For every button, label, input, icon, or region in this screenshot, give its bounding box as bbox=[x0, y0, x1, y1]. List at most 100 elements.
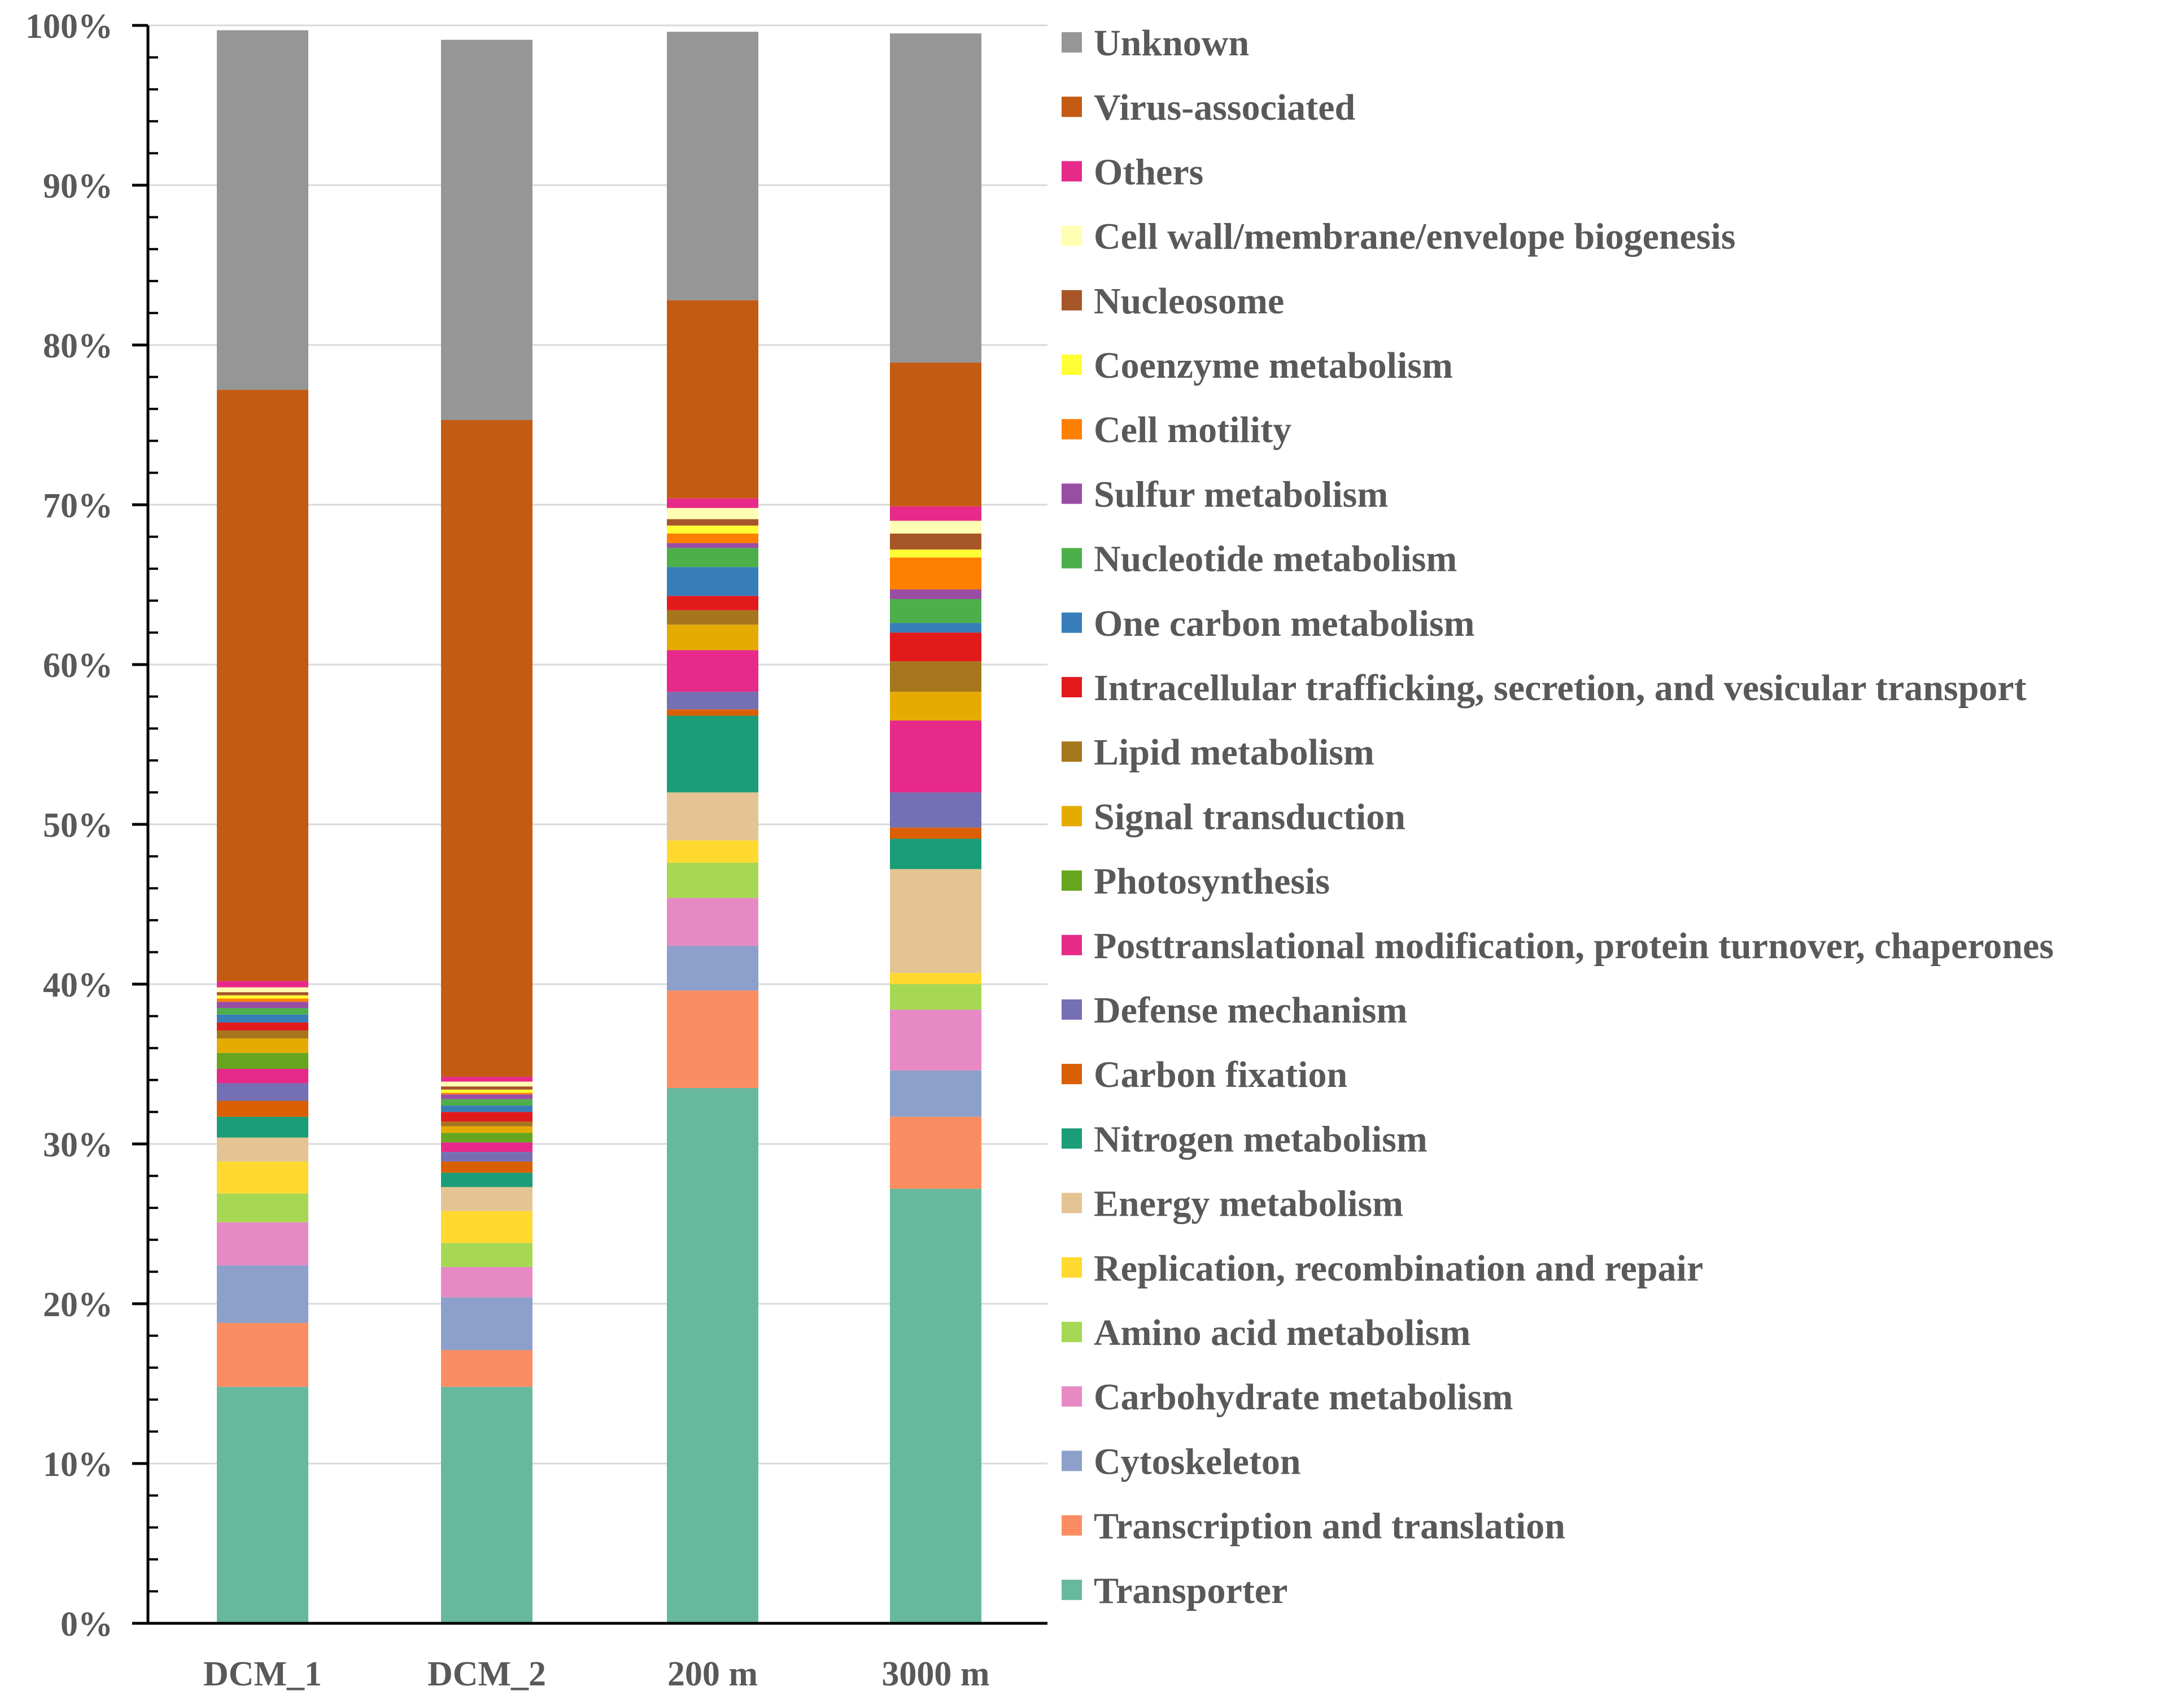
bar-segment-3000-m-coenzyme-metabolism bbox=[890, 549, 981, 558]
bar-segment-200-m-coenzyme-metabolism bbox=[667, 525, 758, 534]
bar-segment-200-m-one-carbon-metabolism bbox=[667, 567, 758, 596]
bar-segment-3000-m-lipid-metabolism bbox=[890, 661, 981, 692]
legend-label-virus-associated: Virus-associated bbox=[1094, 87, 1355, 128]
y-tick-label-0: 0% bbox=[60, 1605, 113, 1644]
bar-segment-dcm-2-transporter bbox=[441, 1387, 532, 1623]
bar-segment-dcm-1-others bbox=[217, 981, 308, 988]
bar-segment-3000-m-defense-mechanism bbox=[890, 792, 981, 828]
bar-segment-200-m-carbon-fixation bbox=[667, 709, 758, 716]
legend-swatch-nucleotide-metabolism bbox=[1062, 548, 1082, 569]
bar-segment-200-m-nitrogen-metabolism bbox=[667, 715, 758, 793]
legend-label-energy-metabolism: Energy metabolism bbox=[1094, 1183, 1403, 1225]
bar-segment-dcm-1-lipid-metabolism bbox=[217, 1030, 308, 1039]
legend-swatch-one-carbon-metabolism bbox=[1062, 612, 1082, 633]
bar-segment-dcm-1-transcription-and-translation bbox=[217, 1322, 308, 1387]
bar-segment-200-m-posttranslational-modification-protein-turnover-chaperones bbox=[667, 650, 758, 692]
legend-label-defense-mechanism: Defense mechanism bbox=[1094, 990, 1407, 1031]
legend-label-signal-transduction: Signal transduction bbox=[1094, 796, 1405, 837]
x-category-label-dcm-1: DCM_1 bbox=[203, 1655, 322, 1693]
legend-swatch-cell-wall-membrane-envelope-biogenesis bbox=[1062, 225, 1082, 246]
y-tick-label-40: 40% bbox=[43, 966, 113, 1004]
bar-segment-3000-m-replication-recombination-and-repair bbox=[890, 973, 981, 984]
legend-label-one-carbon-metabolism: One carbon metabolism bbox=[1094, 603, 1475, 644]
bar-segment-200-m-transcription-and-translation bbox=[667, 990, 758, 1088]
legend-swatch-replication-recombination-and-repair bbox=[1062, 1257, 1082, 1278]
bar-segment-dcm-1-replication-recombination-and-repair bbox=[217, 1161, 308, 1194]
bar-segment-200-m-lipid-metabolism bbox=[667, 610, 758, 625]
legend-swatch-nucleosome bbox=[1062, 290, 1082, 311]
legend-label-others: Others bbox=[1094, 151, 1203, 193]
legend-swatch-defense-mechanism bbox=[1062, 999, 1082, 1020]
bar-segment-dcm-1-virus-associated bbox=[217, 390, 308, 981]
legend-label-photosynthesis: Photosynthesis bbox=[1094, 861, 1330, 902]
bar-segment-200-m-cell-motility bbox=[667, 533, 758, 543]
bar-segment-dcm-2-amino-acid-metabolism bbox=[441, 1243, 532, 1267]
legend-label-posttranslational-modification-protein-turnover-chaperones: Posttranslational modification, protein … bbox=[1094, 925, 2054, 967]
bar-segment-dcm-2-lipid-metabolism bbox=[441, 1121, 532, 1126]
bar-segment-dcm-2-signal-transduction bbox=[441, 1126, 532, 1133]
x-category-label-200-m: 200 m bbox=[667, 1655, 758, 1693]
legend-label-transcription-and-translation: Transcription and translation bbox=[1094, 1506, 1565, 1547]
legend-label-lipid-metabolism: Lipid metabolism bbox=[1094, 732, 1374, 773]
y-tick-label-100: 100% bbox=[25, 7, 113, 46]
bar-segment-dcm-1-nucleosome bbox=[217, 992, 308, 995]
bar-segment-200-m-unknown bbox=[667, 32, 758, 300]
bar-segment-dcm-1-energy-metabolism bbox=[217, 1137, 308, 1162]
bar-segment-3000-m-others bbox=[890, 506, 981, 521]
y-tick-label-20: 20% bbox=[43, 1286, 113, 1324]
legend-swatch-coenzyme-metabolism bbox=[1062, 355, 1082, 375]
legend-swatch-posttranslational-modification-protein-turnover-chaperones bbox=[1062, 934, 1082, 955]
x-category-label-3000-m: 3000 m bbox=[881, 1655, 989, 1693]
legend-label-nitrogen-metabolism: Nitrogen metabolism bbox=[1094, 1119, 1427, 1160]
bar-segment-dcm-1-cytoskeleton bbox=[217, 1265, 308, 1323]
y-tick-label-80: 80% bbox=[43, 327, 113, 365]
bar-segment-200-m-amino-acid-metabolism bbox=[667, 862, 758, 898]
bar-segment-200-m-others bbox=[667, 498, 758, 508]
legend-label-nucleosome: Nucleosome bbox=[1094, 281, 1284, 322]
legend-label-intracellular-trafficking-secretion-and-vesicular-transport: Intracellular trafficking, secretion, an… bbox=[1094, 667, 2027, 709]
bar-segment-3000-m-nitrogen-metabolism bbox=[890, 838, 981, 870]
bar-segment-200-m-nucleosome bbox=[667, 519, 758, 526]
bar-segment-dcm-1-signal-transduction bbox=[217, 1038, 308, 1053]
bar-segment-dcm-2-cell-motility bbox=[441, 1093, 532, 1095]
legend: Unknown Virus-associated Others Cell wall/m… bbox=[1062, 23, 2054, 1611]
legend-label-transporter: Transporter bbox=[1094, 1570, 1287, 1611]
bar-segment-dcm-2-nitrogen-metabolism bbox=[441, 1172, 532, 1187]
bar-segment-dcm-2-transcription-and-translation bbox=[441, 1350, 532, 1387]
bar-segment-dcm-1-coenzyme-metabolism bbox=[217, 995, 308, 999]
legend-swatch-energy-metabolism bbox=[1062, 1192, 1082, 1213]
bar-segment-dcm-1-one-carbon-metabolism bbox=[217, 1014, 308, 1023]
legend-label-nucleotide-metabolism: Nucleotide metabolism bbox=[1094, 539, 1457, 580]
bar-segment-dcm-2-intracellular-trafficking-secretion-and-vesicular-transport bbox=[441, 1112, 532, 1122]
bar-segment-3000-m-transporter bbox=[890, 1189, 981, 1623]
bar-segment-dcm-2-carbon-fixation bbox=[441, 1161, 532, 1173]
bar-segment-200-m-intracellular-trafficking-secretion-and-vesicular-transport bbox=[667, 596, 758, 610]
bar-segment-200-m-nucleotide-metabolism bbox=[667, 548, 758, 567]
bar-segment-3000-m-cell-motility bbox=[890, 557, 981, 589]
legend-swatch-lipid-metabolism bbox=[1062, 741, 1082, 762]
legend-label-coenzyme-metabolism: Coenzyme metabolism bbox=[1094, 345, 1453, 386]
bar-segment-3000-m-posttranslational-modification-protein-turnover-chaperones bbox=[890, 720, 981, 793]
bar-segment-3000-m-carbon-fixation bbox=[890, 827, 981, 839]
bar-segment-dcm-1-photosynthesis bbox=[217, 1052, 308, 1069]
bar-segment-3000-m-sulfur-metabolism bbox=[890, 589, 981, 599]
bar-segment-dcm-1-defense-mechanism bbox=[217, 1083, 308, 1101]
bar-segment-3000-m-intracellular-trafficking-secretion-and-vesicular-transport bbox=[890, 632, 981, 662]
bar-segment-dcm-2-others bbox=[441, 1077, 532, 1082]
bar-segment-dcm-2-nucleotide-metabolism bbox=[441, 1099, 532, 1106]
bar-segment-200-m-energy-metabolism bbox=[667, 792, 758, 841]
bar-segment-dcm-2-cell-wall-membrane-envelope-biogenesis bbox=[441, 1081, 532, 1087]
bar-segment-dcm-1-posttranslational-modification-protein-turnover-chaperones bbox=[217, 1068, 308, 1084]
y-tick-label-60: 60% bbox=[43, 646, 113, 685]
legend-label-cytoskeleton: Cytoskeleton bbox=[1094, 1441, 1301, 1482]
bar-segment-dcm-1-unknown bbox=[217, 30, 308, 390]
bar-segment-dcm-2-energy-metabolism bbox=[441, 1187, 532, 1211]
bar-segment-3000-m-transcription-and-translation bbox=[890, 1116, 981, 1189]
legend-swatch-unknown bbox=[1062, 32, 1082, 53]
legend-label-carbohydrate-metabolism: Carbohydrate metabolism bbox=[1094, 1377, 1513, 1418]
bar-segment-dcm-1-cell-motility bbox=[217, 998, 308, 1002]
bar-segment-200-m-signal-transduction bbox=[667, 624, 758, 650]
legend-swatch-cell-motility bbox=[1062, 419, 1082, 440]
bar-segment-3000-m-one-carbon-metabolism bbox=[890, 623, 981, 633]
